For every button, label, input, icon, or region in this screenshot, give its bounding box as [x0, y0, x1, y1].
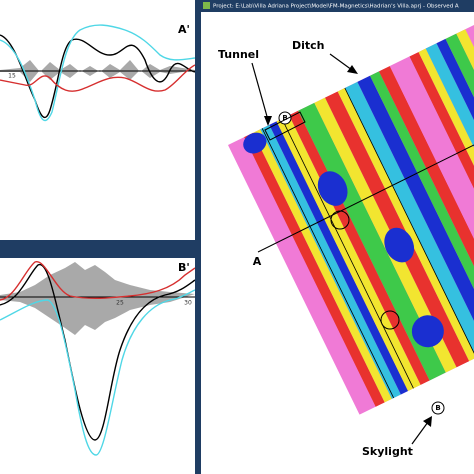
- profile-top-plot: [0, 24, 195, 122]
- magnetic-map: [228, 17, 474, 415]
- stripe: [244, 132, 385, 407]
- tick-label: 30: [184, 300, 192, 307]
- stripe: [436, 38, 474, 313]
- stripe: [253, 129, 392, 403]
- stripe: [418, 48, 474, 322]
- app-icon: [203, 2, 210, 9]
- stripe: [337, 88, 474, 362]
- anomaly: [243, 132, 267, 154]
- tunnel-box: [264, 111, 306, 141]
- curve-red: [0, 261, 195, 301]
- marker-circle: [431, 401, 445, 415]
- annotation: Ditch: [292, 39, 325, 52]
- arrow-head: [423, 416, 432, 427]
- curve-red: [0, 64, 195, 92]
- profile-bottom-plot: [0, 261, 195, 456]
- anomaly: [411, 315, 444, 348]
- arrow: [329, 53, 353, 71]
- marker-circle: [330, 210, 350, 230]
- arrow: [251, 62, 269, 121]
- profile-panel-top: [0, 0, 195, 240]
- stripe: [260, 124, 401, 399]
- annotation: Skylight: [362, 445, 413, 458]
- profile-label: A': [178, 23, 190, 36]
- marker-circle: [380, 310, 400, 330]
- arrow: [411, 421, 429, 445]
- stripe: [276, 115, 421, 391]
- profile-line-b: [281, 118, 414, 389]
- stripe: [378, 66, 474, 341]
- curve-cyan: [0, 24, 195, 122]
- profile-label: B': [178, 261, 190, 274]
- tick-label: 15: [8, 73, 16, 80]
- stripe: [370, 71, 474, 346]
- tick-label: 25: [116, 300, 124, 307]
- stripe: [389, 56, 474, 336]
- line-label: B: [435, 404, 440, 412]
- curve-cyan: [0, 289, 195, 456]
- stripe: [409, 52, 474, 327]
- stripe: [357, 75, 474, 352]
- stripe: [425, 43, 474, 319]
- line-label: B: [282, 114, 287, 122]
- line-label: A: [253, 255, 262, 268]
- title-bar: [201, 0, 474, 12]
- stripe: [298, 102, 446, 381]
- anomaly: [384, 227, 415, 263]
- outline: [344, 87, 474, 358]
- stripe: [314, 97, 457, 373]
- annotation: Tunnel: [218, 48, 259, 61]
- anomaly: [317, 171, 348, 206]
- stripe: [344, 81, 474, 358]
- arrow-head: [264, 116, 272, 126]
- stripe: [269, 121, 409, 395]
- curve-black: [0, 264, 195, 441]
- window-title: Project: E:\Lab\Villa Adriana Project\Mo…: [213, 4, 459, 10]
- profile-line-a: [257, 144, 474, 253]
- arrow-head: [347, 65, 358, 74]
- outline: [261, 128, 395, 399]
